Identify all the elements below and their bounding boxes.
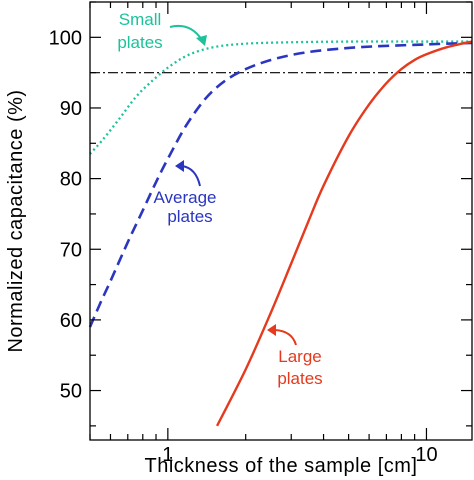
annotation-small-plates: Small plates <box>117 10 207 52</box>
series-small-line <box>89 40 472 155</box>
plot-frame <box>89 1 473 441</box>
annotation-large-line-1: Large <box>278 347 321 366</box>
plot-area <box>88 40 473 427</box>
annotation-large-arrow <box>274 329 297 346</box>
y-tick-label-100: 100 <box>49 27 82 49</box>
x-tick-label-1: 1 <box>162 444 173 466</box>
annotation-average-line-1: Average <box>153 188 216 207</box>
annotation-small-arrowhead <box>196 35 207 46</box>
x-tick-label-10: 10 <box>415 444 437 466</box>
y-tick-label-60: 60 <box>60 310 82 332</box>
y-tick-label-50: 50 <box>60 381 82 403</box>
annotation-small-line-1: Small <box>119 10 162 29</box>
x-axis-title: Thickness of the sample [cm] <box>145 455 418 477</box>
x-axis: 1 10 <box>89 2 438 466</box>
annotation-large-arrowhead <box>267 324 276 336</box>
y-axis-title: Normalized capacitance (%) <box>5 89 27 352</box>
annotation-small-line-2: plates <box>117 33 162 52</box>
y-tick-label-70: 70 <box>60 239 82 261</box>
annotation-average-arrowhead <box>175 160 184 172</box>
y-tick-label-80: 80 <box>60 169 82 191</box>
annotation-large-plates: Large plates <box>267 324 323 388</box>
series-large-line <box>215 40 473 427</box>
annotation-average-plates: Average plates <box>153 160 217 226</box>
annotation-average-arrow <box>181 165 201 187</box>
y-tick-label-90: 90 <box>60 98 82 120</box>
annotation-large-line-2: plates <box>277 369 322 388</box>
series-average-line <box>88 41 473 328</box>
annotation-average-line-2: plates <box>167 207 212 226</box>
y-axis: 50 60 70 80 90 100 <box>49 1 472 427</box>
